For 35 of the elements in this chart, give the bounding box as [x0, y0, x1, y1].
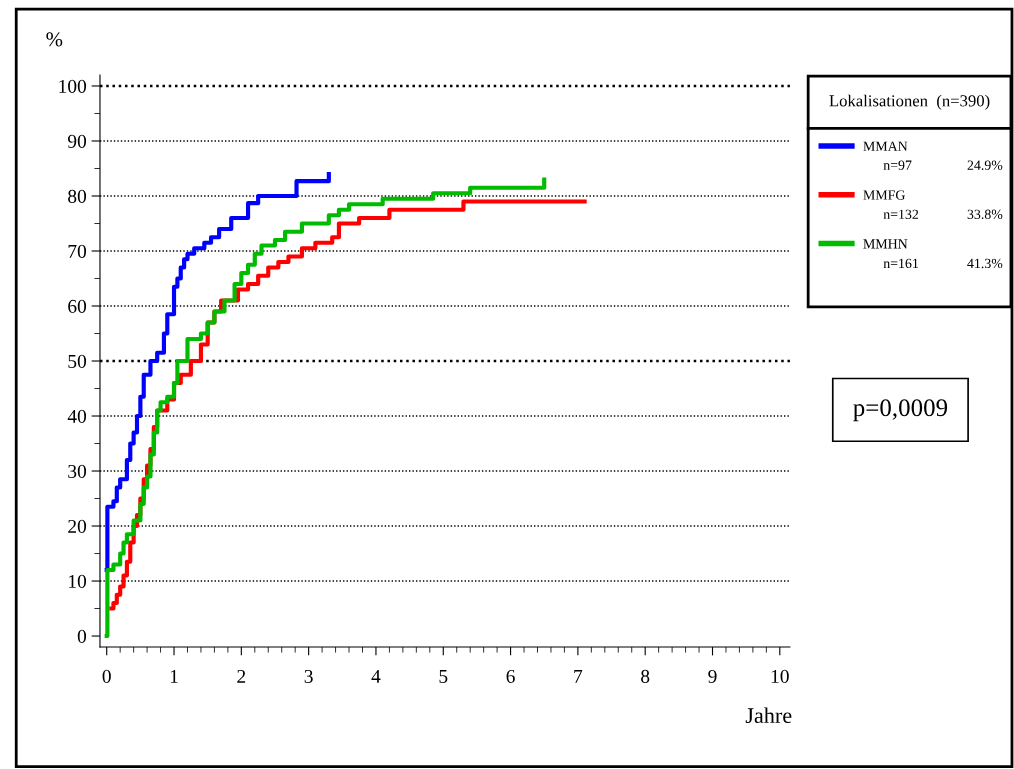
- y-tick-label: 0: [77, 629, 87, 643]
- x-tick-label: 2: [237, 669, 246, 683]
- y-tick-label: 100: [59, 79, 87, 93]
- text: 33.8%: [967, 209, 1003, 220]
- x-tick-label: 6: [506, 669, 515, 683]
- y-tick-label: 10: [69, 574, 87, 588]
- legend-title: Lokalisationen (n=390): [829, 94, 990, 110]
- text: 41.3%: [967, 258, 1003, 269]
- text: n=97: [883, 160, 912, 170]
- x-tick-label: 1: [170, 669, 178, 683]
- y-tick-label: 70: [68, 244, 87, 258]
- text: 24.9%: [967, 160, 1003, 170]
- x-tick-label: 4: [371, 669, 381, 683]
- y-axis-title: %: [46, 32, 63, 47]
- y-tick-label: 50: [68, 354, 87, 368]
- legend-label: MMFG: [863, 190, 905, 200]
- x-tick-label: 3: [304, 669, 313, 683]
- x-tick-label: 0: [102, 669, 111, 683]
- x-tick-label: 8: [641, 669, 650, 683]
- y-tick-label: 90: [67, 134, 87, 148]
- x-tick-label: 9: [708, 669, 717, 683]
- y-tick-label: 20: [68, 519, 87, 533]
- x-axis-title: Jahre: [745, 707, 792, 724]
- y-tick-label: 60: [68, 299, 87, 313]
- y-tick-label: 80: [68, 189, 87, 203]
- x-tick-label: 5: [439, 670, 448, 683]
- x-tick-label: 10: [771, 669, 789, 683]
- text: n=161: [883, 258, 919, 269]
- text: n=132: [883, 209, 919, 219]
- legend-label: MMAN: [863, 141, 908, 151]
- text: p=0,0009: [853, 399, 948, 422]
- x-tick-label: 7: [574, 670, 583, 683]
- y-tick-label: 40: [67, 409, 87, 423]
- legend-label: MMHN: [863, 239, 908, 249]
- y-tick-label: 30: [68, 464, 87, 478]
